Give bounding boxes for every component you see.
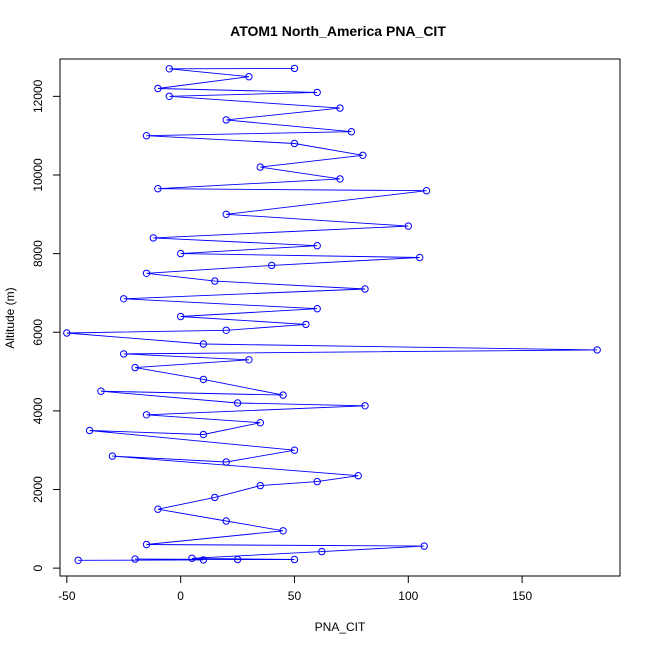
data-point <box>142 540 151 549</box>
data-point <box>222 210 230 219</box>
data-point <box>154 84 162 93</box>
data-point <box>593 346 601 354</box>
data-point <box>199 430 208 439</box>
data-point <box>222 116 230 124</box>
data-point <box>154 185 162 193</box>
data-point <box>313 477 321 486</box>
data-point <box>97 387 105 395</box>
data-point <box>361 402 369 410</box>
data-point <box>336 104 344 112</box>
x-tick-label: 50 <box>288 589 302 603</box>
data-point <box>245 73 253 81</box>
data-point <box>279 391 287 399</box>
y-tick-label: 2000 <box>31 476 45 503</box>
data-point <box>416 253 424 262</box>
x-tick-label: 0 <box>177 589 184 603</box>
series-line <box>66 67 598 561</box>
x-axis: -50 0 50 100 150 <box>58 575 532 603</box>
data-point <box>131 363 139 372</box>
y-axis: 0 2000 4000 6000 8000 10000 12000 <box>31 79 61 571</box>
y-tick-label: 12000 <box>31 79 45 113</box>
data-point <box>222 458 230 466</box>
data-point <box>313 305 321 313</box>
data-point <box>268 261 276 270</box>
y-tick-label: 6000 <box>31 319 45 346</box>
data-point <box>279 527 287 535</box>
data-point <box>290 555 299 564</box>
data-point <box>120 295 128 303</box>
data-point <box>354 472 362 480</box>
data-point <box>233 399 242 407</box>
x-tick-label: 100 <box>398 589 418 603</box>
data-point <box>404 222 412 230</box>
data-point <box>245 356 253 364</box>
data-point <box>222 326 230 334</box>
series-layer <box>63 64 601 564</box>
data-point <box>420 542 428 550</box>
y-tick-label: 8000 <box>31 240 45 267</box>
data-point <box>188 554 196 562</box>
data-point <box>199 556 208 564</box>
data-point <box>318 547 326 556</box>
data-point <box>290 446 299 454</box>
data-point <box>142 269 151 277</box>
data-point <box>256 419 264 427</box>
data-point <box>149 234 158 242</box>
y-tick-label: 4000 <box>31 397 45 424</box>
data-point <box>359 151 367 160</box>
data-point <box>302 320 310 329</box>
data-point <box>422 187 431 195</box>
data-point <box>336 175 344 183</box>
data-point <box>211 277 219 285</box>
data-point <box>199 340 208 348</box>
data-point <box>313 242 321 250</box>
chart-title: ATOM1 North_America PNA_CIT <box>230 23 446 39</box>
x-axis-label: PNA_CIT <box>315 620 366 634</box>
data-point <box>165 92 174 101</box>
data-point <box>142 411 151 419</box>
y-tick-label: 10000 <box>31 158 45 192</box>
data-point <box>256 481 264 490</box>
plot-area <box>59 58 621 577</box>
data-point <box>85 426 94 435</box>
data-point <box>63 329 71 337</box>
data-point <box>361 285 369 293</box>
data-point <box>211 493 219 502</box>
x-tick-label: 150 <box>512 589 532 603</box>
x-tick-label: -50 <box>58 589 76 603</box>
data-point <box>74 556 82 564</box>
data-point <box>177 312 185 321</box>
data-point <box>222 517 230 525</box>
data-point <box>165 65 174 73</box>
data-point <box>256 163 264 171</box>
data-point <box>131 555 139 563</box>
y-axis-label: Altitude (m) <box>3 287 17 348</box>
data-point <box>120 350 128 358</box>
data-point <box>199 375 208 384</box>
data-point <box>290 64 299 73</box>
data-point <box>233 555 242 564</box>
data-point <box>290 139 299 148</box>
data-point <box>347 128 356 136</box>
data-point <box>313 88 321 97</box>
data-point <box>177 249 185 258</box>
data-point <box>108 452 117 460</box>
data-point <box>142 132 151 140</box>
data-point <box>154 505 162 513</box>
y-tick-label: 0 <box>31 564 45 571</box>
